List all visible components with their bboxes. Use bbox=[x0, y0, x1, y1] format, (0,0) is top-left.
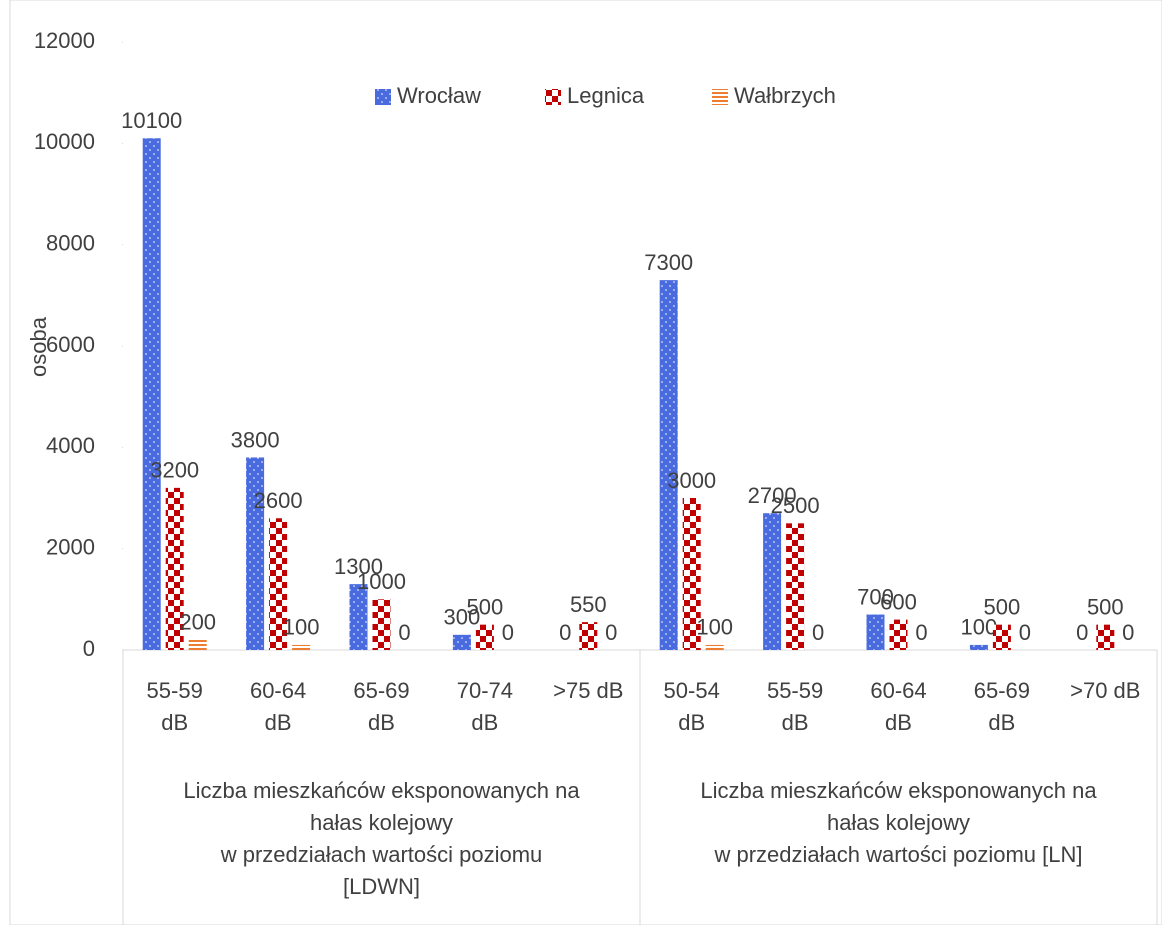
data-label: 0 bbox=[1019, 620, 1031, 645]
bar bbox=[786, 523, 805, 650]
data-label: 10100 bbox=[121, 108, 182, 133]
x-tick-label: 65-69 dB bbox=[353, 678, 410, 735]
data-label: 200 bbox=[179, 610, 216, 635]
bar bbox=[763, 513, 782, 650]
y-tick-label: 6000 bbox=[46, 332, 95, 357]
bar bbox=[475, 624, 494, 650]
bar bbox=[969, 644, 988, 650]
x-tick-label: >75 dB bbox=[553, 678, 624, 703]
bar bbox=[866, 614, 885, 650]
bar bbox=[246, 457, 265, 650]
bar bbox=[682, 498, 701, 650]
bar bbox=[269, 518, 288, 650]
y-tick-label: 0 bbox=[83, 636, 95, 661]
data-label: 500 bbox=[984, 594, 1021, 619]
x-tick-label: 55-59 dB bbox=[766, 678, 824, 735]
bar bbox=[889, 619, 908, 650]
y-tick-label: 4000 bbox=[46, 433, 95, 458]
bar bbox=[705, 644, 724, 650]
x-tick-label: 65-69 dB bbox=[973, 678, 1031, 735]
bar bbox=[1096, 624, 1115, 650]
data-label: 0 bbox=[1076, 620, 1088, 645]
data-label: 0 bbox=[915, 620, 927, 645]
bar bbox=[292, 644, 311, 650]
data-label: 1300 bbox=[334, 554, 383, 579]
legend-swatch bbox=[712, 89, 728, 105]
legend-swatch bbox=[375, 89, 391, 105]
data-label: 0 bbox=[1122, 620, 1134, 645]
data-label: 2500 bbox=[771, 493, 820, 518]
data-label: 3000 bbox=[667, 468, 716, 493]
data-label: 300 bbox=[444, 605, 481, 630]
data-label: 2600 bbox=[254, 488, 303, 513]
x-tick-label: 50-54 dB bbox=[663, 678, 720, 735]
data-label: 2700 bbox=[748, 483, 797, 508]
y-tick-label: 8000 bbox=[46, 230, 95, 255]
group-label: Liczba mieszkańców eksponowanych na hała… bbox=[183, 778, 580, 899]
x-tick-label: 55-59 dB bbox=[146, 678, 203, 735]
y-tick-label: 10000 bbox=[34, 129, 95, 154]
chart-frame bbox=[9, 0, 1162, 925]
data-label: 7300 bbox=[644, 250, 693, 275]
x-tick-label: >70 dB bbox=[1070, 678, 1141, 703]
data-label: 500 bbox=[1087, 594, 1124, 619]
data-label: 0 bbox=[605, 620, 617, 645]
data-label: 1000 bbox=[357, 569, 406, 594]
legend-label: Legnica bbox=[567, 83, 645, 108]
bar bbox=[579, 622, 598, 650]
bar bbox=[349, 584, 368, 650]
bar bbox=[992, 624, 1011, 650]
data-label: 600 bbox=[880, 589, 917, 614]
bar bbox=[372, 599, 391, 650]
x-tick-label: 70-74 dB bbox=[456, 678, 514, 735]
data-label: 100 bbox=[961, 615, 998, 640]
data-label: 0 bbox=[559, 620, 571, 645]
data-label: 3200 bbox=[150, 458, 199, 483]
bar bbox=[452, 634, 471, 650]
bar bbox=[142, 138, 161, 650]
legend-label: Wrocław bbox=[397, 83, 481, 108]
bar bbox=[659, 280, 678, 650]
data-label: 100 bbox=[696, 615, 733, 640]
group-label: Liczba mieszkańców eksponowanych na hała… bbox=[700, 778, 1097, 867]
data-label: 700 bbox=[857, 584, 894, 609]
y-tick-label: 12000 bbox=[34, 28, 95, 53]
data-label: 500 bbox=[467, 594, 504, 619]
data-label: 0 bbox=[812, 620, 824, 645]
y-axis-label: osoba bbox=[26, 316, 51, 377]
y-tick-label: 2000 bbox=[46, 534, 95, 559]
data-label: 550 bbox=[570, 592, 607, 617]
legend-label: Wałbrzych bbox=[734, 83, 836, 108]
data-label: 100 bbox=[283, 615, 320, 640]
bar bbox=[165, 487, 184, 650]
data-label: 0 bbox=[502, 620, 514, 645]
data-label: 0 bbox=[398, 620, 410, 645]
legend-swatch bbox=[545, 89, 561, 105]
bar bbox=[188, 639, 207, 650]
x-tick-label: 60-64 dB bbox=[870, 678, 927, 735]
x-tick-label: 60-64 dB bbox=[249, 678, 307, 735]
data-label: 3800 bbox=[231, 427, 280, 452]
